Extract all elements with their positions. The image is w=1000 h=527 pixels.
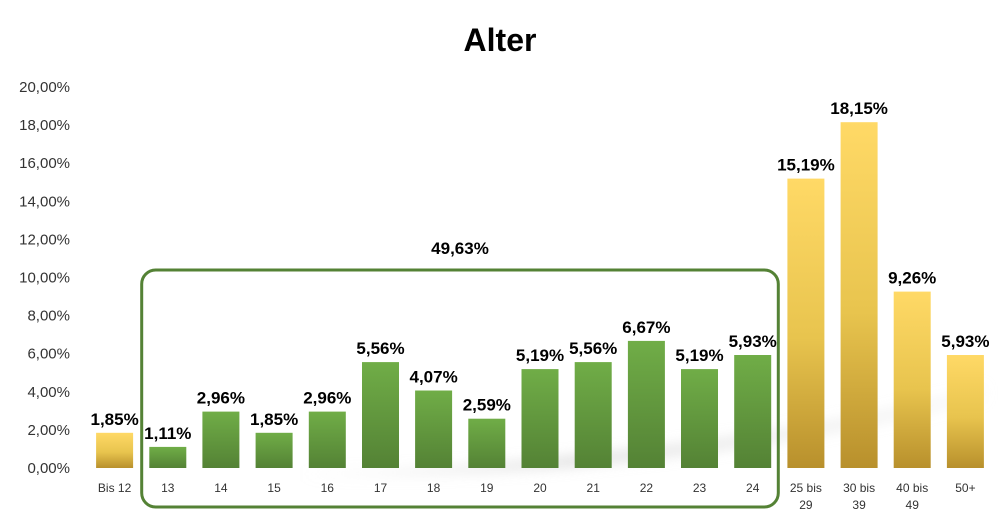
x-tick-label: 24 [746,481,760,495]
bar [574,362,612,468]
bar [787,178,825,468]
data-label: 5,93% [729,332,777,351]
x-tick-label: 50+ [955,481,975,495]
x-tick-label: 40 bis 49 [896,481,928,512]
data-label: 5,19% [675,346,723,365]
y-tick-label: 10,00% [19,270,70,287]
x-tick-label: 14 [214,481,228,495]
x-tick-label: 23 [693,481,707,495]
data-label: 9,26% [888,269,936,288]
data-label: 1,85% [250,410,298,429]
data-label: 1,11% [144,424,191,443]
data-labels: 1,85% 1,11% 2,96% 1,85% 2,96% 5,56% 4,07% 2,59%… [90,99,989,443]
bar [308,411,346,468]
data-label: 2,59% [463,396,511,415]
data-label: 2,96% [303,389,351,408]
bar [96,432,134,468]
data-label: 4,07% [409,368,457,387]
x-tick-label: 21 [587,481,601,495]
y-tick-label: 14,00% [19,193,70,210]
bar [840,122,878,468]
x-tick-label: 16 [321,481,335,495]
y-tick-label: 6,00% [27,346,70,363]
x-tick-label: 18 [427,481,441,495]
bar [362,362,399,468]
y-tick-label: 16,00% [19,155,70,172]
data-label: 6,67% [622,318,670,337]
bar [255,432,293,468]
data-label: 2,96% [197,389,245,408]
data-label: 5,93% [941,332,989,351]
bar [681,369,718,468]
x-tick-label: 20 [533,481,547,495]
y-axis: 0,00% 2,00% 4,00% 6,00% 8,00% 10,00% 12,00% 14,… [19,79,70,477]
highlight-group-label: 49,63% [431,239,489,258]
bar [734,355,772,468]
highlight-group-border [140,268,780,509]
bars [96,122,984,468]
x-tick-label: Bis 12 [98,481,132,495]
chart-title: Alter [464,22,537,58]
x-tick-label: 13 [161,481,175,495]
x-tick-label: 22 [640,481,654,495]
bar [468,418,506,468]
x-tick-label: 17 [374,481,388,495]
data-label: 18,15% [830,99,888,118]
y-tick-label: 12,00% [19,231,70,248]
x-tick-label: 19 [480,481,494,495]
highlight-group: 49,63% [140,239,780,509]
y-tick-label: 4,00% [27,384,70,401]
bar [521,369,559,468]
bar [202,411,240,468]
y-tick-label: 20,00% [19,79,70,96]
x-tick-label: 25 bis 29 [790,481,822,512]
y-tick-label: 2,00% [27,422,70,439]
bar [946,355,984,468]
y-tick-label: 8,00% [27,308,70,325]
data-label: 15,19% [777,156,835,175]
x-tick-label: 15 [267,481,281,495]
bar [893,291,931,468]
y-tick-label: 18,00% [19,117,70,134]
data-label: 5,56% [356,339,404,358]
data-label: 1,85% [90,410,138,429]
data-label: 5,19% [516,346,564,365]
bar [627,340,665,468]
bar [149,446,187,468]
bar [415,390,453,468]
y-tick-label: 0,00% [27,460,70,477]
x-tick-label: 30 bis 39 [843,481,875,512]
data-label: 5,56% [569,339,617,358]
x-axis: Bis 12 13 14 15 16 17 18 19 20 21 22 23 24 25 bis 29 30… [98,481,976,512]
